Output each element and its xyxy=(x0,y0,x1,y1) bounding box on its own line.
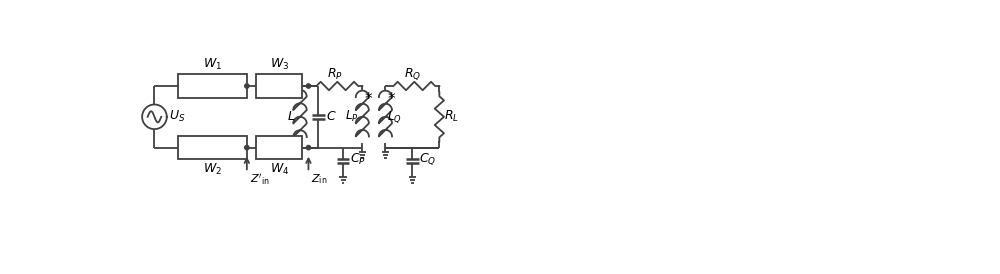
Circle shape xyxy=(306,84,311,88)
Circle shape xyxy=(245,145,249,150)
Text: $C_P$: $C_P$ xyxy=(350,152,366,167)
Text: $R_P$: $R_P$ xyxy=(327,67,343,82)
Text: $W_1$: $W_1$ xyxy=(203,57,222,72)
Bar xyxy=(178,136,247,159)
Text: $C$: $C$ xyxy=(326,110,337,123)
Bar xyxy=(178,75,247,98)
Text: $L_P$: $L_P$ xyxy=(345,109,358,124)
Bar xyxy=(256,136,302,159)
Text: $*$: $*$ xyxy=(387,90,396,105)
Circle shape xyxy=(306,145,311,150)
Text: $*$: $*$ xyxy=(364,90,373,105)
Text: $L_Q$: $L_Q$ xyxy=(387,109,401,125)
Text: $U_S$: $U_S$ xyxy=(169,109,185,124)
Text: $Z_{\rm in}$: $Z_{\rm in}$ xyxy=(311,172,328,186)
Text: $R_Q$: $R_Q$ xyxy=(404,67,421,82)
Text: $L$: $L$ xyxy=(287,110,295,123)
Text: $C_Q$: $C_Q$ xyxy=(419,151,437,167)
Bar xyxy=(256,75,302,98)
Text: $W_2$: $W_2$ xyxy=(203,161,222,176)
Text: $Z'_{\rm in}$: $Z'_{\rm in}$ xyxy=(250,172,269,187)
Text: $W_4$: $W_4$ xyxy=(270,161,289,176)
Text: $W_3$: $W_3$ xyxy=(270,57,289,72)
Circle shape xyxy=(245,84,249,88)
Text: $R_L$: $R_L$ xyxy=(444,109,459,124)
